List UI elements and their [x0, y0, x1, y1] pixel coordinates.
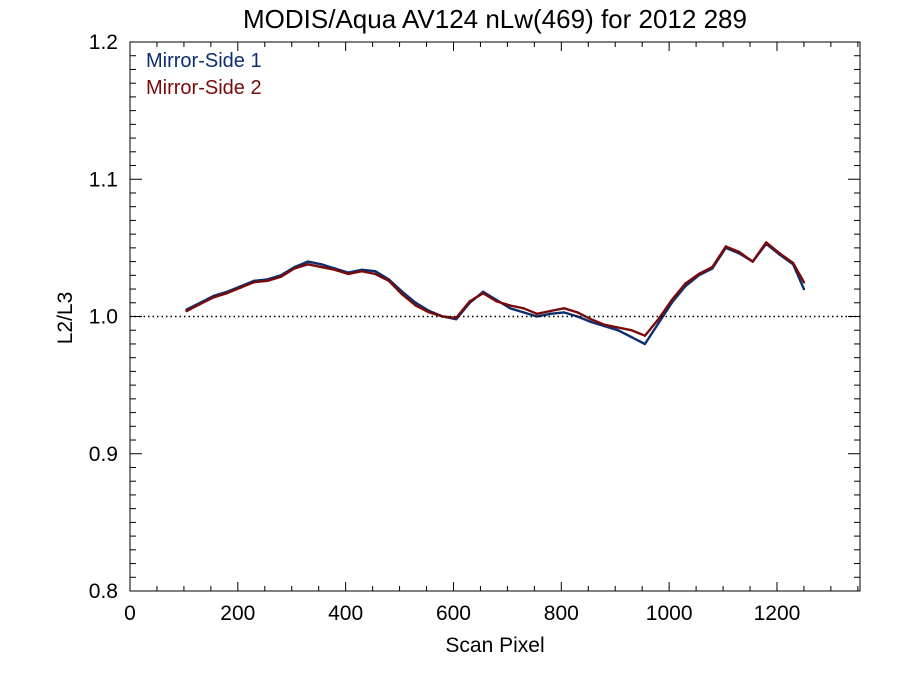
data-point [374, 270, 377, 273]
chart-title: MODIS/Aqua AV124 nLw(469) for 2012 289 [243, 4, 747, 34]
data-point [724, 245, 727, 248]
x-axis-title: Scan Pixel [445, 634, 544, 657]
x-tick-label: 400 [328, 602, 363, 625]
plot-frame [129, 41, 861, 592]
x-tick-label: 800 [544, 602, 579, 625]
data-point [225, 292, 229, 295]
data-point [670, 298, 673, 302]
data-point [508, 307, 512, 310]
data-point [347, 272, 350, 276]
data-point [711, 265, 714, 269]
x-tick-label: 200 [220, 602, 255, 625]
data-point [791, 261, 795, 265]
legend: Mirror-Side 1 Mirror-Side 2 [146, 50, 262, 99]
data-point [616, 326, 620, 329]
data-point [387, 279, 390, 282]
data-point [589, 318, 593, 321]
data-point [293, 267, 296, 270]
y-tick-label: 0.8 [89, 580, 118, 603]
y-tick-label: 1.1 [89, 168, 118, 191]
data-point [802, 281, 806, 284]
data-point [495, 300, 498, 303]
legend-entry-mirror-side-1: Mirror-Side 1 [146, 50, 262, 72]
data-point [778, 252, 781, 255]
x-tick-label: 1000 [646, 602, 693, 625]
data-point [198, 302, 202, 306]
x-tick-label: 0 [124, 602, 136, 625]
data-point [535, 312, 539, 315]
data-point [455, 316, 458, 320]
y-axis-title: L2/L3 [54, 292, 77, 345]
data-point [549, 312, 552, 315]
data-point [616, 329, 620, 332]
data-point [751, 260, 754, 263]
data-point [360, 270, 363, 273]
data-point [414, 304, 417, 307]
data-point [212, 296, 215, 299]
data-point [414, 301, 417, 304]
data-point [630, 329, 633, 332]
data-point [562, 307, 566, 310]
x-tick-label: 600 [436, 602, 471, 625]
data-point [320, 263, 323, 266]
y-tick-label: 0.9 [89, 443, 118, 466]
data-point [508, 304, 512, 307]
data-point [320, 265, 323, 269]
data-point [562, 311, 566, 314]
data-point [428, 311, 431, 314]
data-point [239, 286, 242, 289]
data-point [765, 241, 768, 244]
data-point [643, 342, 647, 346]
data-point [333, 268, 337, 271]
data-point [603, 323, 606, 326]
data-point [441, 315, 444, 318]
data-point [697, 272, 700, 276]
data-point [306, 260, 310, 263]
axes-layer: 0 200 400 600 800 1000 1200 0.8 0.9 1.0 1.1 1.2 [89, 31, 860, 625]
data-point [481, 292, 485, 295]
data-point [576, 311, 579, 314]
data-point [401, 293, 404, 296]
data-point [522, 307, 525, 310]
data-point [738, 250, 741, 254]
series-layer [185, 241, 806, 346]
data-point [643, 334, 647, 337]
data-point [589, 320, 593, 324]
data-point [252, 281, 256, 284]
data-point [549, 309, 552, 313]
y-tick-label: 1.2 [89, 31, 118, 54]
x-tick-label: 1200 [754, 602, 801, 625]
data-point [522, 311, 525, 314]
data-point [374, 272, 377, 276]
data-point [657, 322, 660, 325]
data-point [306, 263, 310, 266]
data-point [468, 300, 471, 303]
data-point [630, 335, 633, 339]
data-point [684, 282, 687, 285]
data-point [279, 275, 283, 278]
legend-entry-mirror-side-2: Mirror-Side 2 [146, 77, 262, 99]
data-point [802, 287, 806, 291]
data-point [185, 309, 188, 313]
data-point [657, 318, 660, 321]
y-tick-label: 1.0 [89, 306, 118, 329]
data-point [266, 279, 269, 282]
